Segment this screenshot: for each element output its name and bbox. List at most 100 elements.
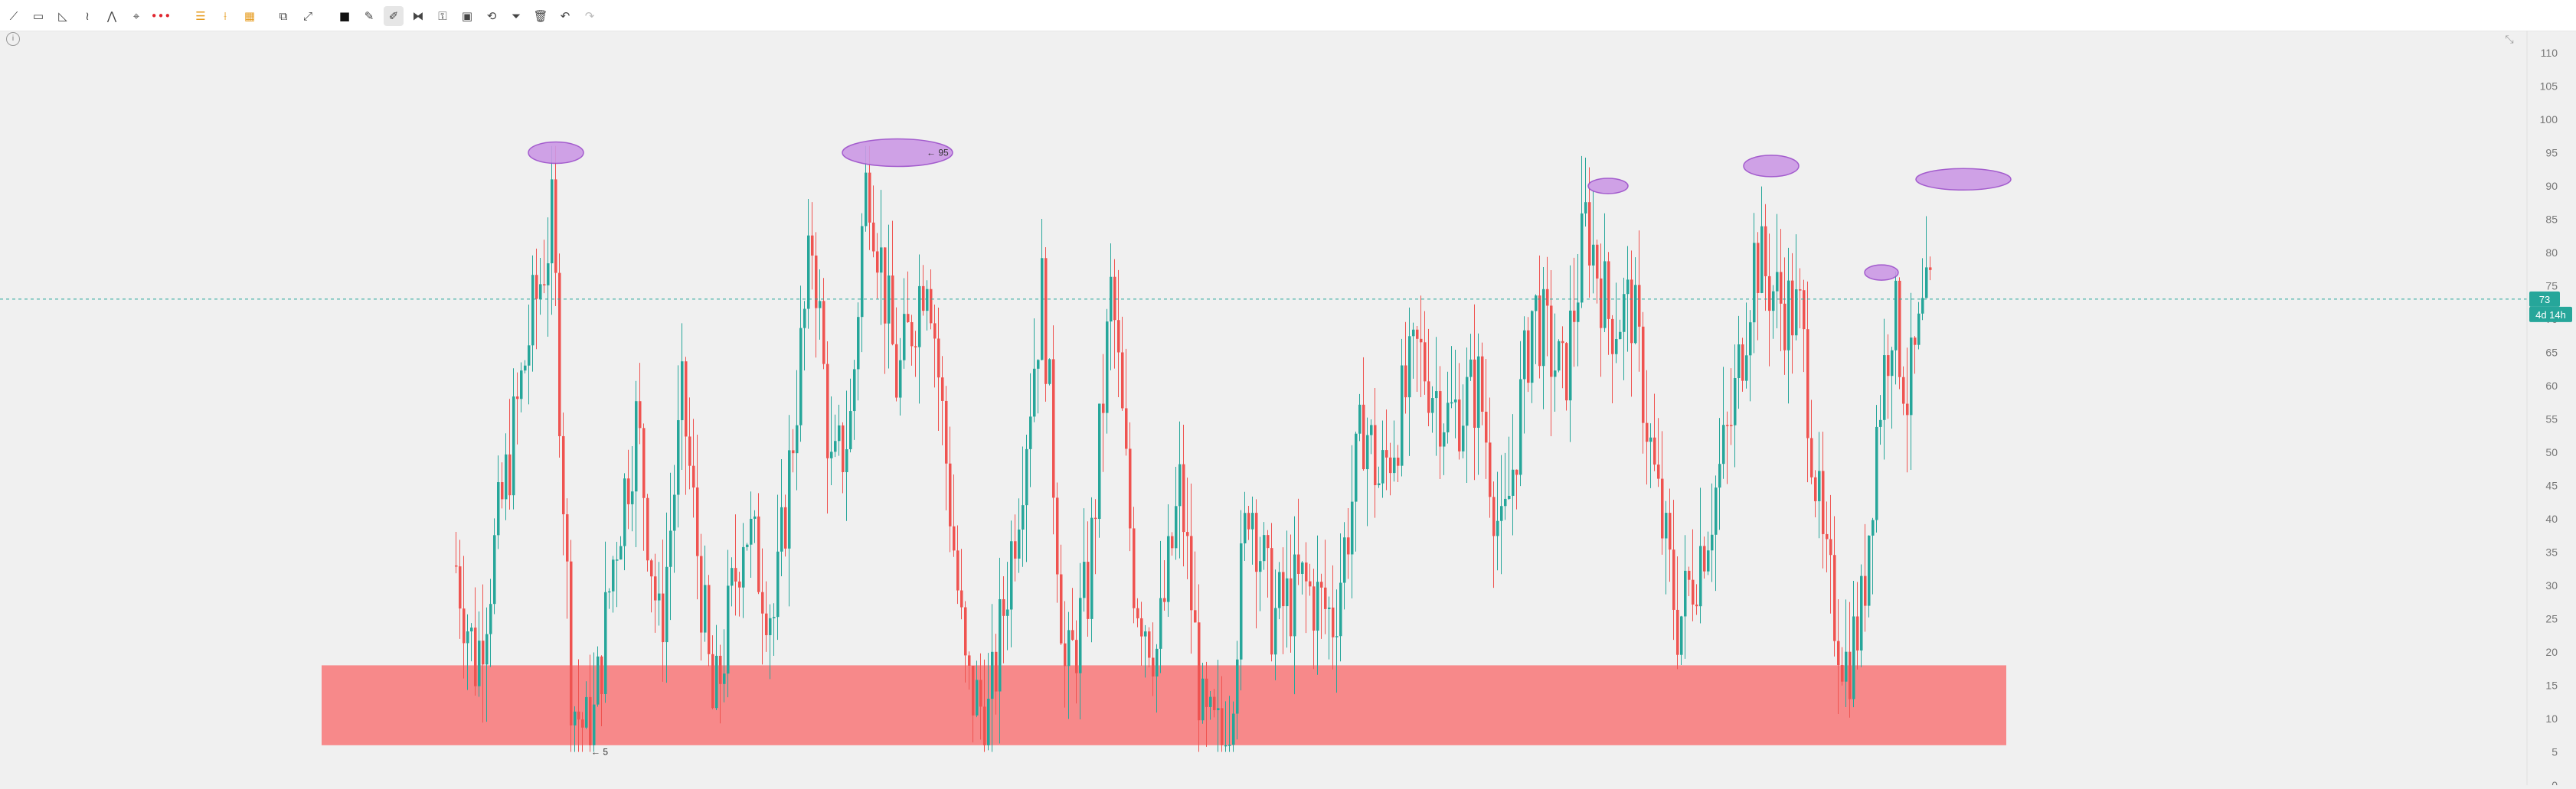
candle-body[interactable] — [1079, 598, 1082, 673]
candle-body[interactable] — [616, 559, 619, 561]
candle-body[interactable] — [1133, 528, 1136, 608]
candle-body[interactable] — [995, 651, 998, 692]
candle-body[interactable] — [551, 179, 554, 264]
candle-body[interactable] — [1653, 437, 1656, 465]
candle-body[interactable] — [1370, 425, 1373, 435]
candle-body[interactable] — [1734, 378, 1737, 425]
candle-body[interactable] — [1508, 495, 1511, 499]
candle-body[interactable] — [1764, 226, 1767, 276]
candle-body[interactable] — [811, 235, 814, 256]
candle-body[interactable] — [1427, 381, 1430, 413]
candle-body[interactable] — [1864, 575, 1867, 606]
candle-body[interactable] — [1626, 279, 1630, 295]
candle-body[interactable] — [1148, 631, 1151, 658]
candle-body[interactable] — [1343, 537, 1346, 583]
candle-body[interactable] — [807, 235, 810, 309]
candle-body[interactable] — [1726, 425, 1729, 426]
candle-body[interactable] — [731, 568, 734, 586]
candle-body[interactable] — [1198, 622, 1201, 721]
candle-body[interactable] — [642, 428, 646, 498]
candle-body[interactable] — [482, 641, 485, 665]
candle-body[interactable] — [983, 706, 986, 745]
candle-body[interactable] — [612, 559, 615, 592]
candle-body[interactable] — [558, 272, 561, 436]
candle-body[interactable] — [1573, 310, 1576, 322]
candle-body[interactable] — [1473, 359, 1476, 428]
candle-body[interactable] — [631, 491, 634, 504]
candle-body[interactable] — [880, 247, 883, 273]
candle-body[interactable] — [1010, 541, 1013, 610]
candle-body[interactable] — [1737, 344, 1741, 379]
candle-body[interactable] — [574, 711, 577, 725]
candle-body[interactable] — [1163, 598, 1166, 602]
candle-body[interactable] — [600, 656, 603, 694]
candle-body[interactable] — [1263, 535, 1266, 562]
candle-body[interactable] — [1381, 450, 1384, 484]
candle-body[interactable] — [1221, 708, 1224, 745]
candle-body[interactable] — [1535, 295, 1538, 311]
candle-body[interactable] — [1117, 320, 1120, 353]
candle-body[interactable] — [1025, 448, 1028, 506]
candle-body[interactable] — [1921, 298, 1924, 314]
trash-icon[interactable]: 🗑 — [533, 8, 548, 23]
candle-body[interactable] — [1615, 339, 1618, 354]
candle-body[interactable] — [1339, 582, 1342, 637]
candle-body[interactable] — [1550, 305, 1553, 377]
candle-body[interactable] — [1251, 513, 1254, 530]
candle-body[interactable] — [1642, 326, 1645, 423]
candle-body[interactable] — [700, 556, 703, 633]
candle-body[interactable] — [1692, 579, 1695, 605]
candle-body[interactable] — [926, 289, 929, 311]
candle-body[interactable] — [1217, 708, 1220, 710]
candle-body[interactable] — [1267, 535, 1270, 549]
candle-body[interactable] — [1136, 608, 1139, 618]
candle-body[interactable] — [910, 321, 914, 347]
candle-body[interactable] — [754, 516, 757, 519]
candle-body[interactable] — [1703, 546, 1706, 572]
candle-body[interactable] — [1818, 471, 1821, 501]
candle-body[interactable] — [979, 680, 982, 707]
candle-body[interactable] — [1182, 464, 1185, 533]
candle-body[interactable] — [1374, 425, 1377, 486]
trendline-tool-icon[interactable]: ⟋ — [9, 8, 18, 23]
peak-marker-ellipse[interactable] — [1864, 264, 1899, 281]
peak-marker-ellipse[interactable] — [1915, 168, 2012, 191]
candle-body[interactable] — [1669, 513, 1672, 550]
brush-tool-icon[interactable]: ⧉ — [279, 8, 288, 23]
candle-body[interactable] — [1431, 398, 1434, 413]
chart-area[interactable]: ← 5← 95 05101520253035404550556065707580… — [0, 31, 2576, 789]
candle-body[interactable] — [1515, 469, 1518, 475]
candle-body[interactable] — [1875, 426, 1878, 520]
candle-body[interactable] — [1776, 272, 1779, 292]
candle-body[interactable] — [937, 338, 940, 378]
candle-body[interactable] — [891, 275, 894, 344]
candle-body[interactable] — [788, 450, 791, 549]
candle-body[interactable] — [1102, 403, 1105, 413]
candle-body[interactable] — [1485, 411, 1488, 443]
candle-body[interactable] — [1860, 575, 1863, 650]
candle-body[interactable] — [1075, 640, 1078, 673]
candle-body[interactable] — [876, 251, 879, 273]
candle-body[interactable] — [474, 628, 477, 686]
candle-body[interactable] — [964, 607, 967, 656]
candle-body[interactable] — [1332, 607, 1335, 637]
candle-body[interactable] — [930, 289, 933, 324]
candle-body[interactable] — [1596, 244, 1599, 279]
candle-body[interactable] — [1282, 572, 1285, 607]
candle-body[interactable] — [1887, 355, 1890, 377]
candle-body[interactable] — [918, 285, 921, 347]
candle-body[interactable] — [589, 696, 592, 745]
candle-body[interactable] — [1757, 243, 1760, 293]
candle-body[interactable] — [903, 314, 906, 360]
candle-body[interactable] — [796, 425, 799, 454]
candle-body[interactable] — [1144, 631, 1147, 637]
candle-body[interactable] — [819, 301, 822, 308]
candle-body[interactable] — [1385, 450, 1388, 458]
candle-body[interactable] — [1910, 337, 1913, 416]
candle-body[interactable] — [845, 449, 848, 472]
candle-body[interactable] — [1672, 549, 1675, 610]
hide-drawings-icon[interactable]: ⟲ — [486, 8, 497, 23]
candle-body[interactable] — [1492, 497, 1496, 536]
candle-body[interactable] — [1366, 435, 1369, 470]
candle-body[interactable] — [696, 487, 699, 556]
